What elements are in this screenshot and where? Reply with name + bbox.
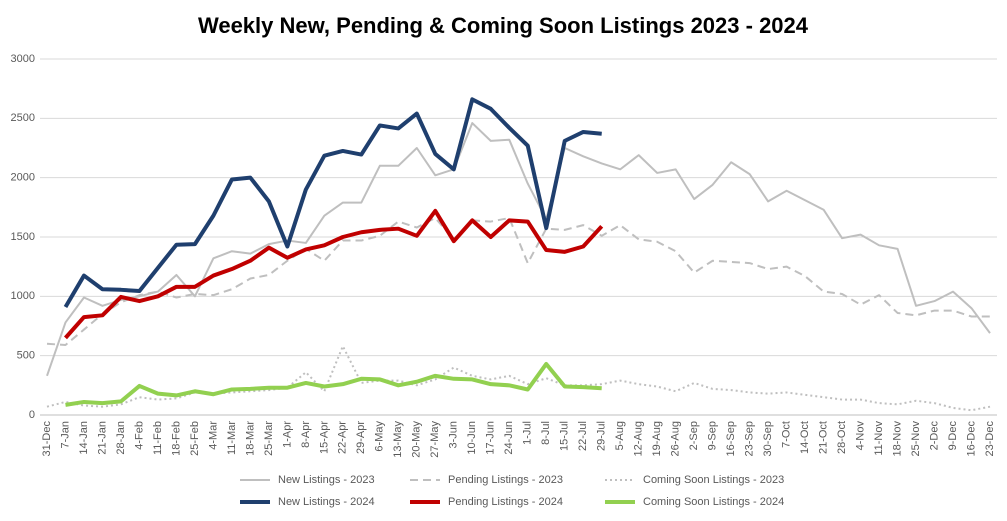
x-tick-label: 30-Sep xyxy=(762,421,774,456)
chart-title: Weekly New, Pending & Coming Soon Listin… xyxy=(198,13,809,38)
x-tick-label: 28-Oct xyxy=(836,421,848,454)
x-tick-label: 7-Oct xyxy=(781,421,793,448)
x-tick-label: 12-Aug xyxy=(633,421,645,456)
x-tick-label: 2-Sep xyxy=(688,421,700,450)
x-tick-label: 15-Apr xyxy=(318,421,330,454)
x-tick-label: 9-Dec xyxy=(947,421,959,451)
legend-label: Coming Soon Listings - 2023 xyxy=(643,474,784,486)
x-tick-label: 29-Apr xyxy=(355,421,367,454)
x-tick-label: 8-Apr xyxy=(300,421,312,448)
x-tick-label: 16-Dec xyxy=(965,421,977,457)
series-line xyxy=(63,97,602,309)
x-tick-label: 21-Oct xyxy=(817,421,829,454)
x-tick-label: 6-May xyxy=(374,421,386,452)
series-line xyxy=(46,217,990,346)
x-tick-label: 27-May xyxy=(429,421,441,458)
x-tick-label: 13-May xyxy=(392,421,404,458)
y-tick-label: 3000 xyxy=(11,53,35,65)
x-tick-label: 23-Sep xyxy=(744,421,756,456)
x-tick-label: 11-Nov xyxy=(873,421,885,456)
legend-label: Pending Listings - 2023 xyxy=(448,474,563,486)
legend-label: Pending Listings - 2024 xyxy=(448,496,563,508)
x-tick-label: 1-Apr xyxy=(281,421,293,448)
x-tick-label: 17-Jun xyxy=(485,421,497,455)
y-tick-label: 0 xyxy=(29,409,35,421)
x-tick-label: 11-Feb xyxy=(152,421,164,455)
x-tick-label: 25-Nov xyxy=(910,421,922,457)
x-tick-label: 22-Jul xyxy=(577,421,589,451)
y-tick-label: 2500 xyxy=(11,112,35,124)
x-tick-label: 19-Aug xyxy=(651,421,663,456)
x-tick-label: 5-Aug xyxy=(614,421,626,450)
x-tick-label: 14-Jan xyxy=(78,421,90,455)
series-line xyxy=(46,122,991,377)
y-tick-label: 500 xyxy=(17,350,35,362)
series-line xyxy=(63,208,604,340)
x-tick-label: 22-Apr xyxy=(337,421,349,454)
x-tick-label: 18-Mar xyxy=(244,421,256,456)
x-tick-label: 11-Mar xyxy=(226,421,238,455)
x-tick-label: 4-Nov xyxy=(854,421,866,451)
x-tick-label: 1-Jul xyxy=(522,421,534,445)
x-tick-label: 26-Aug xyxy=(670,421,682,456)
x-tick-label: 15-Jul xyxy=(559,421,571,451)
x-tick-label: 23-Dec xyxy=(984,421,996,457)
x-tick-label: 3-Jun xyxy=(448,421,460,449)
x-tick-label: 14-Oct xyxy=(799,421,811,454)
legend-label: New Listings - 2023 xyxy=(278,474,375,486)
x-tick-label: 7-Jan xyxy=(59,421,71,449)
x-tick-label: 24-Jun xyxy=(503,421,515,455)
x-tick-label: 21-Jan xyxy=(96,421,108,455)
x-tick-label: 29-Jul xyxy=(596,421,608,451)
x-tick-label: 18-Nov xyxy=(891,421,903,457)
y-tick-label: 1500 xyxy=(11,231,35,243)
legend-label: New Listings - 2024 xyxy=(278,496,375,508)
x-tick-label: 10-Jun xyxy=(466,421,478,455)
x-tick-label: 4-Feb xyxy=(133,421,145,450)
y-tick-label: 2000 xyxy=(11,172,35,184)
x-tick-label: 2-Dec xyxy=(928,421,940,451)
x-tick-label: 25-Mar xyxy=(263,421,275,456)
series-line xyxy=(65,361,602,407)
x-tick-label: 25-Feb xyxy=(189,421,201,456)
x-tick-label: 31-Dec xyxy=(41,421,53,457)
x-tick-label: 16-Sep xyxy=(725,421,737,456)
x-tick-label: 28-Jan xyxy=(115,421,127,455)
x-tick-label: 4-Mar xyxy=(207,421,219,450)
x-tick-label: 9-Sep xyxy=(707,421,719,450)
legend-label: Coming Soon Listings - 2024 xyxy=(643,496,784,508)
y-tick-label: 1000 xyxy=(11,290,35,302)
x-tick-label: 8-Jul xyxy=(540,421,552,445)
x-tick-label: 20-May xyxy=(411,421,423,458)
x-tick-label: 18-Feb xyxy=(170,421,182,456)
